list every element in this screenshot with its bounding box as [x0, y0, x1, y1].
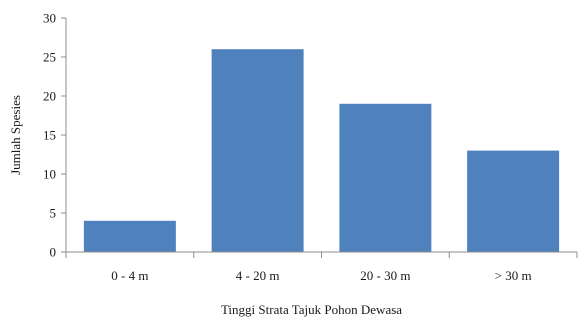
x-axis-title: Tinggi Strata Tajuk Pohon Dewasa — [221, 302, 402, 317]
y-tick-label: 25 — [43, 50, 56, 65]
y-tick-label: 20 — [43, 89, 56, 104]
x-tick-label: 4 - 20 m — [236, 268, 280, 283]
y-tick-label: 15 — [43, 128, 56, 143]
y-tick-label: 30 — [43, 11, 56, 26]
y-axis-ticks: 0 5 10 15 20 25 30 — [43, 11, 66, 260]
y-tick-label: 5 — [50, 206, 57, 221]
bar — [211, 49, 304, 253]
x-tick-label: 0 - 4 m — [111, 268, 148, 283]
bar — [339, 103, 432, 252]
y-tick-label: 0 — [50, 245, 57, 260]
y-axis-title: Jumlah Spesies — [8, 95, 23, 175]
bar — [467, 150, 560, 252]
bar — [83, 220, 176, 252]
bars — [83, 49, 560, 253]
x-tick-label: 20 - 30 m — [360, 268, 410, 283]
x-tick-label: > 30 m — [495, 268, 532, 283]
x-axis-ticks: 0 - 4 m 4 - 20 m 20 - 30 m > 30 m — [65, 252, 578, 283]
y-tick-label: 10 — [43, 167, 56, 182]
